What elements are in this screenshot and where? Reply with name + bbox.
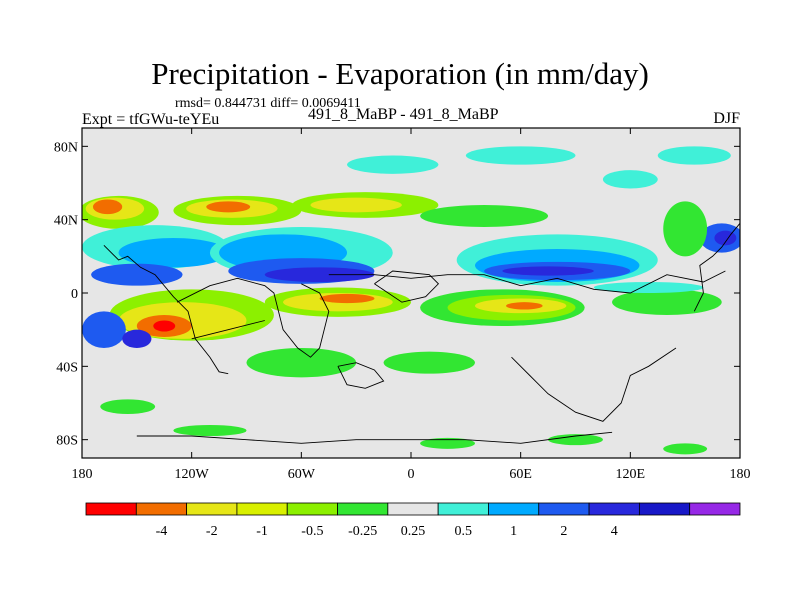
field-region — [420, 437, 475, 449]
experiment-label: Expt = tfGWu-teYEu — [82, 111, 220, 128]
field-region — [657, 146, 731, 165]
field-region — [612, 289, 722, 315]
field-region — [118, 238, 229, 268]
field-region — [714, 230, 737, 246]
lon-tick-label: 120E — [616, 467, 646, 482]
coastline — [328, 270, 726, 294]
coastline-layer — [103, 223, 740, 444]
lat-tick-label: 0 — [71, 287, 78, 302]
lon-tick-label: 60E — [509, 467, 532, 482]
field-region — [602, 170, 658, 189]
field-region — [206, 201, 251, 213]
field-region — [82, 311, 126, 348]
colorbar-swatch — [387, 502, 439, 516]
colorbar-label: 2 — [560, 524, 567, 539]
field-region — [383, 351, 475, 374]
field-region — [663, 443, 708, 455]
field-region — [502, 266, 594, 276]
field-region — [465, 146, 576, 165]
stats-line: rmsd= 0.844731 diff= 0.0069411 — [175, 96, 361, 111]
colorbar-label: -4 — [156, 524, 168, 539]
colorbar-label: 1 — [510, 524, 517, 539]
season-label: DJF — [713, 110, 740, 127]
field-region — [310, 197, 402, 213]
lon-tick-label: 180 — [730, 467, 751, 482]
coastline — [693, 223, 740, 312]
coastline — [136, 431, 613, 444]
colorbar-swatch — [236, 502, 288, 516]
field-region — [319, 293, 375, 304]
axis-ticks: 80N 40N 0 40S 80S 180 120W 60W 0 60E 120E 180 — [54, 128, 751, 482]
field-region — [246, 348, 357, 378]
coastline — [374, 270, 440, 303]
field-region — [122, 329, 152, 349]
colorbar-swatch — [488, 502, 540, 516]
field-region — [593, 282, 704, 293]
coastline — [103, 244, 229, 375]
lon-tick-label: 120W — [175, 467, 210, 482]
case-label: 491_8_MaBP - 491_8_MaBP — [308, 106, 499, 123]
colorbar-swatch — [638, 502, 691, 516]
field-region — [506, 302, 543, 310]
colorbar-swatch — [135, 502, 188, 516]
field-region — [548, 434, 603, 446]
field-region — [92, 199, 123, 215]
field-region — [264, 267, 375, 282]
field-region — [663, 201, 708, 257]
coastline — [191, 320, 265, 340]
colorbar-swatch — [588, 502, 640, 516]
colorbar-swatch — [85, 502, 137, 516]
field-region — [153, 320, 176, 332]
colorbar-label: 4 — [611, 524, 618, 539]
colorbar-swatch — [286, 502, 338, 516]
lon-tick-label: 180 — [72, 467, 93, 482]
colorbar-label: -0.5 — [301, 524, 323, 539]
precipitation-field — [82, 146, 740, 455]
colorbar-swatch — [437, 502, 489, 516]
colorbar-swatch — [186, 502, 238, 516]
lon-tick-label: 0 — [408, 467, 415, 482]
coastline — [337, 362, 385, 389]
colorbar-label: -1 — [256, 524, 268, 539]
field-region — [420, 205, 549, 227]
colorbar-swatch — [689, 502, 741, 516]
colorbar-swatch — [538, 502, 590, 516]
lat-tick-label: 80S — [56, 434, 78, 449]
lon-tick-label: 60W — [288, 467, 316, 482]
field-region — [91, 263, 183, 286]
plot-title: Precipitation - Evaporation (in mm/day) — [151, 56, 649, 91]
colorbar-label: -0.25 — [348, 524, 377, 539]
lat-tick-label: 80N — [54, 140, 78, 155]
colorbar-label: 0.5 — [455, 524, 473, 539]
colorbar-swatch — [337, 502, 389, 516]
field-region — [347, 155, 439, 174]
lat-tick-label: 40N — [54, 214, 78, 229]
coastline — [176, 277, 330, 358]
colorbar-label: -2 — [206, 524, 218, 539]
lat-tick-label: 40S — [56, 360, 78, 375]
coastline — [511, 347, 677, 422]
field-region — [100, 399, 156, 414]
colorbar: -4 -2 -1 -0.5 -0.25 0.25 0.5 1 2 4 — [85, 502, 741, 539]
colorbar-label: 0.25 — [401, 524, 426, 539]
field-region — [173, 425, 247, 436]
